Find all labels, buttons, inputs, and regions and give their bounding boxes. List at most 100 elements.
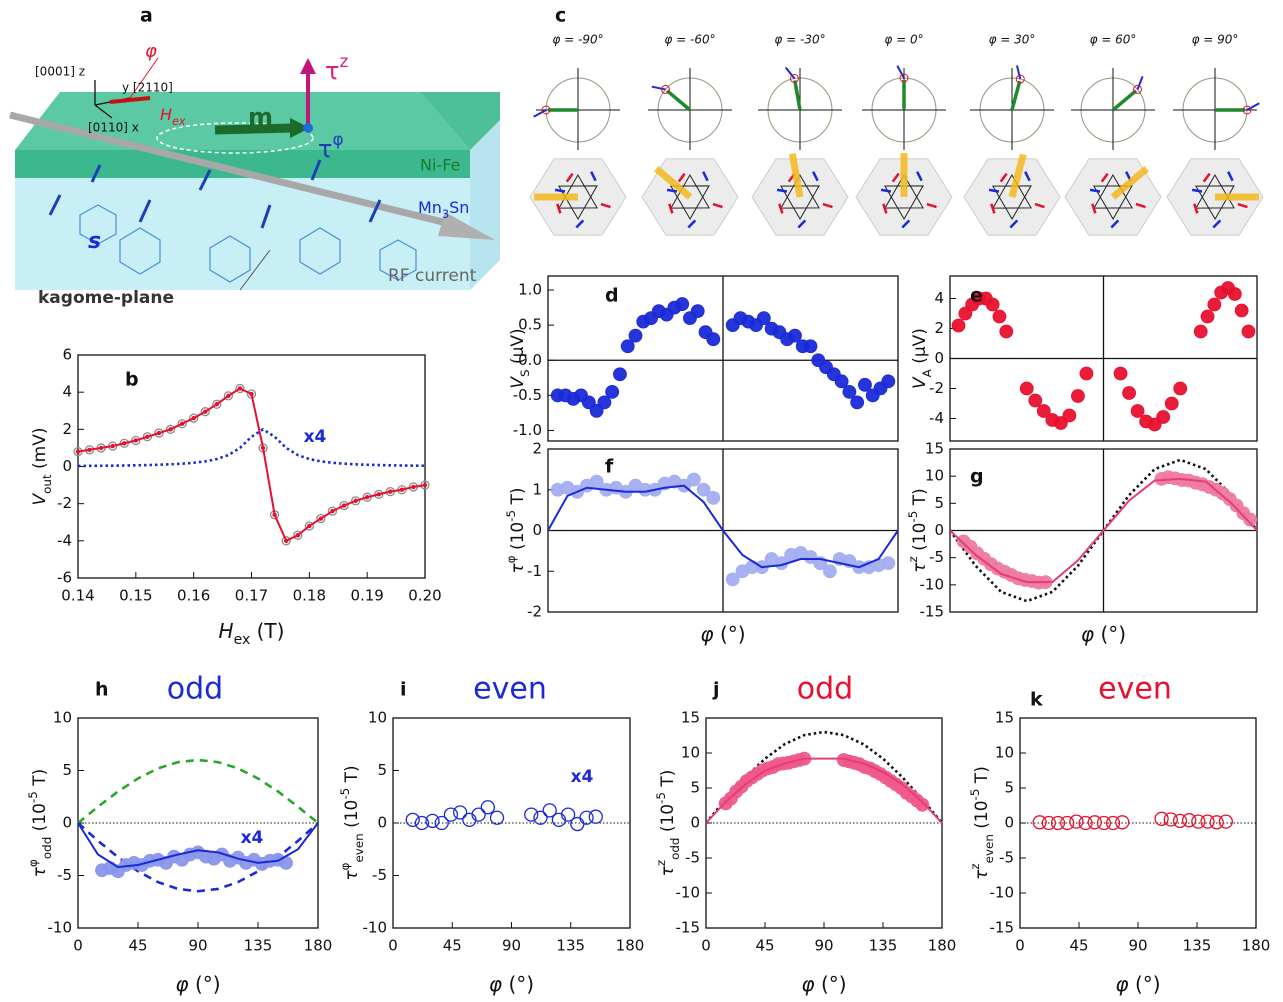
- data-point: [1060, 815, 1075, 831]
- label-part: φ: [26, 859, 40, 867]
- panel-title: odd: [797, 672, 853, 707]
- label-part: τ: [325, 57, 339, 85]
- label-part: T): [342, 765, 362, 787]
- spin: [891, 172, 900, 183]
- x-tick-label: 90: [814, 937, 833, 955]
- data-point: [142, 432, 153, 442]
- kagome-star: [992, 174, 1032, 209]
- data-point: [376, 492, 381, 497]
- data-point: [1062, 408, 1077, 423]
- data-point: [165, 424, 176, 434]
- label-part: T): [508, 487, 528, 509]
- data-point: [133, 438, 139, 443]
- x-tick-label: 0: [1015, 937, 1025, 955]
- data-point: [293, 530, 303, 540]
- hex-label: Hex: [160, 105, 186, 128]
- data-point: [881, 556, 896, 570]
- label-part: (°): [1094, 622, 1126, 646]
- data-point: [1191, 814, 1206, 829]
- chart: -1.0 -0.5 0.0 0.5 1.0 d VS (μV): [508, 275, 899, 442]
- data-point: [156, 430, 162, 436]
- y-tick-label: 10: [995, 744, 1014, 762]
- x-tick-label: 45: [755, 937, 774, 955]
- data-point: [1164, 396, 1179, 411]
- label-part: ex: [172, 115, 186, 128]
- x-tick-label: 135: [244, 937, 273, 955]
- data-point: [284, 538, 289, 544]
- spin-arrows: [48, 159, 382, 229]
- data-point: [1036, 404, 1051, 418]
- y-tick-label: 6: [62, 346, 72, 364]
- label-part: (°): [189, 972, 221, 996]
- y-tick-label: 15: [681, 709, 700, 727]
- panel-label: g: [970, 466, 984, 488]
- kagome-label: kagome-plane: [38, 288, 174, 308]
- x-tick-label: 180: [304, 937, 333, 955]
- current-mark: [1015, 74, 1025, 84]
- x-tick-label: 135: [1183, 937, 1212, 955]
- angle-label: φ = 60°: [1090, 33, 1137, 47]
- label-part: (°): [1129, 972, 1161, 996]
- precession-orbit: [156, 122, 314, 154]
- label-part: V: [30, 492, 50, 505]
- y-tick-label: 0: [934, 349, 944, 367]
- data-point: [881, 374, 896, 389]
- label-part: (10: [508, 522, 528, 556]
- label-part: Mn: [418, 198, 442, 217]
- data-point: [686, 472, 701, 487]
- data-point: [1078, 815, 1093, 831]
- y-axis-label: VS (μV): [508, 328, 532, 388]
- panel-label: b: [125, 369, 139, 391]
- x-tick-label: 180: [616, 937, 645, 955]
- panel-label: f: [605, 456, 614, 478]
- current-axis: [9, 111, 456, 229]
- y-tick-label: 0.5: [518, 316, 542, 334]
- data-point: [803, 339, 818, 354]
- data-point: [98, 445, 104, 451]
- spin: [797, 219, 807, 229]
- data-point: [999, 324, 1014, 339]
- axis-label: y [2110]: [122, 81, 173, 95]
- y-axis-label: τφeven (10-5 T): [338, 765, 366, 880]
- x-tick-label: 135: [869, 937, 898, 955]
- data-point: [605, 384, 620, 399]
- data-point: [992, 309, 1007, 324]
- data-point: [388, 489, 393, 494]
- nife-front: [15, 150, 470, 178]
- m-arrow: [665, 89, 692, 112]
- x-axis-label: φ (°): [700, 622, 745, 646]
- y-axis-label: τzeven (10-5 T): [968, 766, 996, 880]
- data-point: [985, 297, 1000, 312]
- layer-label: Mn3Sn: [418, 198, 469, 221]
- panel-label: k: [1030, 689, 1043, 711]
- spin: [556, 203, 562, 214]
- data-point: [850, 395, 865, 410]
- chart: -15 -10 -5 0 5 10 15 g φ (°) τz (10-5 T): [906, 440, 1259, 646]
- data-point: [675, 297, 690, 311]
- spin: [926, 202, 937, 209]
- data-point: [706, 332, 721, 347]
- data-point: [480, 800, 495, 815]
- spin: [666, 188, 678, 193]
- label-part: z: [968, 863, 982, 869]
- y-tick-label: 10: [681, 744, 700, 762]
- annotation: x4: [571, 767, 594, 787]
- label-part: -5: [654, 792, 668, 804]
- spin: [901, 219, 911, 229]
- x-tick-label: 180: [928, 937, 957, 955]
- current-mark: [899, 73, 909, 83]
- mn3sn-layer: [15, 178, 470, 290]
- kagome-star: [884, 174, 924, 209]
- y-tick-label: 5: [377, 761, 387, 779]
- data-point: [696, 482, 711, 497]
- label-part: z: [654, 860, 668, 866]
- data-point: [179, 421, 185, 426]
- x-tick-label: 0.14: [61, 587, 94, 605]
- chart: -6 -4 -2 0 2 4 6 0.14 0.15 0.16 0.17 0.18 0.19 0.20 b x…: [30, 346, 442, 649]
- data-point: [212, 399, 222, 409]
- data-point: [560, 807, 576, 822]
- data-point: [425, 813, 440, 829]
- data-point: [1173, 381, 1188, 396]
- data-point: [249, 391, 254, 397]
- label-part: odd: [668, 838, 682, 860]
